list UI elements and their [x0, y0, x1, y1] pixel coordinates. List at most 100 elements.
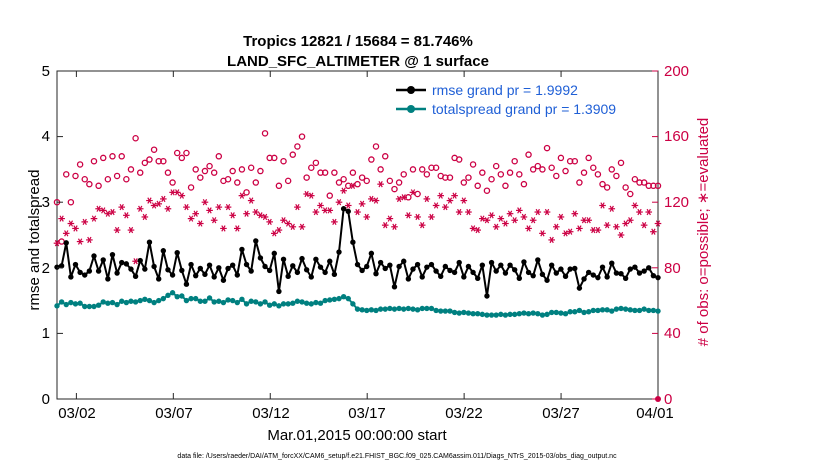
totalspread-point: [488, 312, 495, 318]
totalspread-point: [424, 305, 430, 312]
evaluated-obs-marker: [395, 195, 403, 203]
evaluated-obs-marker: [192, 210, 199, 217]
evaluated-obs-marker: [210, 217, 218, 224]
possible-obs-marker: [123, 175, 130, 183]
evaluated-obs-marker: [432, 202, 440, 209]
possible-obs-marker: [414, 190, 421, 198]
totalspread-point: [220, 299, 227, 306]
totalspread-point: [609, 308, 615, 314]
evaluated-obs-marker: [455, 208, 463, 216]
totalspread-point: [290, 300, 296, 306]
possible-obs-marker: [571, 157, 579, 165]
rmse-point: [253, 238, 259, 244]
totalspread-point: [595, 307, 601, 314]
totalspread-point: [516, 311, 523, 317]
evaluated-obs-marker: [571, 210, 579, 217]
totalspread-point: [119, 298, 125, 304]
possible-obs-marker: [99, 154, 107, 162]
totalspread-point: [391, 306, 398, 312]
totalspread-point: [364, 307, 370, 314]
evaluated-obs-marker: [67, 220, 75, 227]
evaluated-obs-marker: [331, 218, 338, 226]
rmse-point: [507, 262, 513, 268]
totalspread-point: [553, 309, 559, 316]
evaluated-obs-marker: [640, 222, 648, 229]
possible-obs-marker: [164, 169, 172, 176]
evaluated-obs-marker: [201, 199, 209, 206]
evaluated-obs-marker: [497, 215, 505, 222]
rmse-point: [641, 268, 647, 274]
rmse-point: [266, 267, 273, 274]
evaluated-obs-marker: [437, 192, 445, 199]
totalspread-point: [558, 310, 564, 316]
totalspread-point: [151, 299, 157, 306]
chart-subtitle: LAND_SFC_ALTIMETER @ 1 surface: [227, 53, 489, 70]
totalspread-point: [622, 306, 629, 312]
rmse-point: [239, 246, 245, 253]
evaluated-obs-marker: [294, 203, 301, 211]
rmse-point: [243, 261, 250, 268]
rmse-point: [77, 269, 83, 276]
evaluated-obs-marker: [183, 203, 190, 211]
possible-obs-marker: [553, 172, 560, 180]
possible-obs-marker: [511, 157, 518, 165]
rmse-point: [428, 261, 435, 268]
evaluated-obs-marker: [326, 207, 334, 214]
totalspread-point: [470, 311, 476, 317]
rmse-point: [581, 276, 587, 282]
totalspread-point: [262, 299, 268, 305]
evaluated-obs-marker: [99, 207, 107, 214]
possible-obs-marker: [543, 144, 551, 152]
evaluated-obs-marker: [423, 195, 431, 203]
y-axis-label-left: rmse and totalspread: [26, 170, 43, 311]
totalspread-point: [253, 299, 259, 305]
evaluated-obs-marker: [576, 225, 583, 232]
left-tick-label: 3: [42, 194, 50, 211]
possible-obs-marker: [206, 162, 213, 170]
rmse-point: [622, 275, 629, 281]
totalspread-point: [54, 303, 60, 309]
rmse-point: [95, 268, 102, 274]
evaluated-obs-marker: [123, 212, 130, 219]
possible-obs-marker: [173, 149, 181, 157]
totalspread-point: [359, 307, 365, 313]
rmse-point: [465, 263, 472, 270]
evaluated-obs-marker: [224, 203, 232, 211]
rmse-point: [156, 276, 162, 282]
totalspread-point: [216, 298, 222, 304]
possible-obs-marker: [497, 171, 505, 178]
rmse-point: [410, 266, 416, 272]
totalspread-point: [243, 301, 250, 307]
left-tick-label: 4: [42, 128, 50, 145]
totalspread-series: [54, 290, 661, 318]
totalspread-point: [354, 306, 361, 312]
rmse-point: [280, 256, 287, 262]
totalspread-point: [179, 293, 185, 299]
possible-obs-marker: [252, 179, 260, 186]
evaluated-obs-marker: [442, 203, 449, 211]
totalspread-point: [266, 302, 273, 308]
totalspread-point: [317, 300, 324, 306]
evaluated-obs-marker: [608, 205, 616, 212]
possible-obs-marker: [340, 175, 347, 183]
rmse-point: [229, 262, 236, 268]
possible-obs-marker: [455, 156, 463, 163]
right-axis-origin-marker: [655, 396, 661, 402]
evaluated-obs-marker: [298, 223, 306, 230]
x-tick-label: 03/12: [252, 405, 290, 422]
evaluated-obs-marker: [465, 208, 472, 216]
evaluated-obs-marker: [113, 226, 121, 234]
totalspread-point: [507, 311, 513, 318]
totalspread-point: [419, 305, 425, 312]
totalspread-point: [276, 303, 282, 309]
evaluated-obs-marker: [173, 189, 181, 196]
evaluated-obs-marker: [104, 210, 112, 217]
totalspread-point: [535, 311, 541, 317]
totalspread-point: [322, 297, 328, 304]
left-tick-label: 2: [42, 260, 50, 277]
evaluated-obs-marker: [372, 197, 380, 204]
rmse-point: [530, 272, 536, 279]
possible-obs-markers: [53, 130, 662, 245]
totalspread-point: [627, 307, 633, 313]
